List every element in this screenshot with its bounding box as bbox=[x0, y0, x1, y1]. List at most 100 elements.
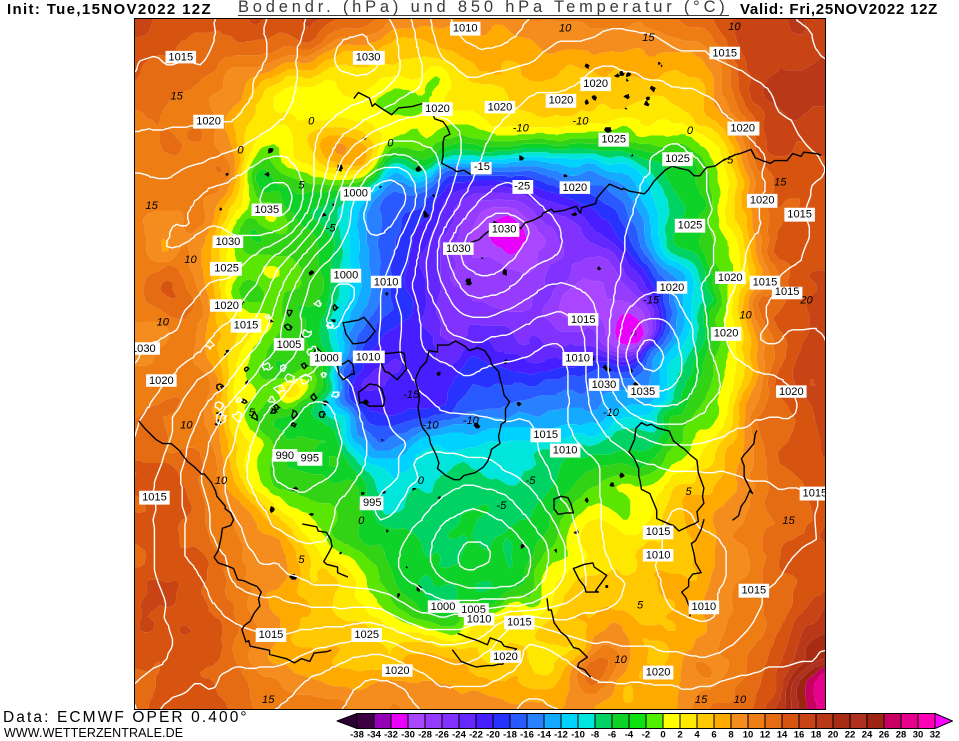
svg-text:5: 5 bbox=[248, 407, 255, 419]
svg-text:1020: 1020 bbox=[488, 102, 513, 114]
svg-text:6: 6 bbox=[711, 730, 716, 741]
svg-text:1000: 1000 bbox=[314, 353, 339, 365]
svg-text:1025: 1025 bbox=[354, 629, 379, 641]
svg-text:18: 18 bbox=[811, 730, 822, 741]
svg-text:1010: 1010 bbox=[453, 22, 478, 34]
svg-text:24: 24 bbox=[862, 730, 873, 741]
svg-text:1005: 1005 bbox=[277, 339, 302, 351]
svg-text:-14: -14 bbox=[537, 730, 551, 741]
svg-text:32: 32 bbox=[930, 730, 941, 741]
svg-text:0: 0 bbox=[308, 115, 315, 127]
svg-text:1015: 1015 bbox=[259, 629, 284, 641]
svg-text:-12: -12 bbox=[554, 730, 568, 741]
svg-text:1030: 1030 bbox=[592, 379, 617, 391]
svg-text:-10: -10 bbox=[572, 115, 589, 127]
svg-text:5: 5 bbox=[298, 179, 305, 191]
svg-text:1015: 1015 bbox=[753, 276, 778, 288]
svg-text:5: 5 bbox=[298, 554, 305, 566]
svg-text:-15: -15 bbox=[403, 389, 420, 401]
svg-text:1000: 1000 bbox=[431, 601, 456, 613]
svg-text:1020: 1020 bbox=[493, 651, 518, 663]
svg-text:10: 10 bbox=[728, 21, 741, 33]
svg-text:1015: 1015 bbox=[533, 429, 558, 441]
svg-text:1020: 1020 bbox=[196, 115, 221, 127]
svg-text:1020: 1020 bbox=[646, 666, 671, 678]
svg-text:1015: 1015 bbox=[234, 319, 259, 331]
svg-text:0: 0 bbox=[387, 138, 394, 150]
svg-text:20: 20 bbox=[828, 730, 839, 741]
svg-text:-5: -5 bbox=[496, 500, 507, 512]
svg-text:1000: 1000 bbox=[343, 188, 368, 200]
svg-text:-30: -30 bbox=[401, 730, 415, 741]
svg-text:1025: 1025 bbox=[214, 263, 239, 275]
svg-text:5: 5 bbox=[686, 486, 693, 498]
svg-text:20: 20 bbox=[799, 294, 813, 306]
svg-text:1010: 1010 bbox=[467, 614, 492, 626]
svg-text:-10: -10 bbox=[463, 415, 480, 427]
svg-text:0: 0 bbox=[237, 145, 244, 157]
svg-text:1000: 1000 bbox=[334, 269, 359, 281]
svg-text:1015: 1015 bbox=[168, 52, 193, 64]
svg-text:1035: 1035 bbox=[630, 386, 655, 398]
svg-text:1030: 1030 bbox=[356, 52, 381, 64]
svg-text:1030: 1030 bbox=[216, 236, 241, 248]
svg-text:1015: 1015 bbox=[571, 314, 596, 326]
svg-text:-8: -8 bbox=[591, 730, 599, 741]
svg-text:15: 15 bbox=[782, 515, 795, 527]
svg-text:995: 995 bbox=[301, 453, 320, 465]
svg-text:-25: -25 bbox=[514, 181, 530, 193]
svg-text:-4: -4 bbox=[625, 730, 634, 741]
svg-text:15: 15 bbox=[145, 200, 158, 212]
svg-text:-26: -26 bbox=[435, 730, 449, 741]
svg-text:990: 990 bbox=[276, 450, 295, 462]
svg-text:1010: 1010 bbox=[356, 351, 381, 363]
svg-text:1020: 1020 bbox=[149, 375, 174, 387]
svg-text:1020: 1020 bbox=[718, 272, 743, 284]
svg-text:1020: 1020 bbox=[730, 122, 755, 134]
svg-text:1020: 1020 bbox=[214, 300, 239, 312]
svg-text:1015: 1015 bbox=[803, 487, 826, 499]
svg-text:1035: 1035 bbox=[254, 204, 279, 216]
svg-text:1025: 1025 bbox=[678, 220, 703, 232]
svg-text:1020: 1020 bbox=[660, 282, 685, 294]
svg-text:-10: -10 bbox=[423, 419, 440, 431]
svg-text:1020: 1020 bbox=[425, 103, 450, 115]
svg-text:10: 10 bbox=[180, 419, 193, 431]
svg-text:-22: -22 bbox=[469, 730, 483, 741]
svg-text:-32: -32 bbox=[384, 730, 398, 741]
svg-text:1015: 1015 bbox=[507, 616, 532, 628]
svg-text:1010: 1010 bbox=[565, 353, 590, 365]
svg-text:1025: 1025 bbox=[601, 133, 626, 145]
svg-text:1030: 1030 bbox=[135, 343, 156, 355]
svg-text:-15: -15 bbox=[643, 294, 660, 306]
svg-text:1030: 1030 bbox=[492, 224, 517, 236]
svg-text:15: 15 bbox=[170, 90, 183, 102]
svg-text:15: 15 bbox=[262, 694, 275, 706]
svg-text:0: 0 bbox=[660, 730, 665, 741]
svg-text:8: 8 bbox=[728, 730, 733, 741]
svg-text:2: 2 bbox=[677, 730, 682, 741]
svg-text:-6: -6 bbox=[608, 730, 616, 741]
svg-text:0: 0 bbox=[418, 475, 425, 487]
svg-text:1020: 1020 bbox=[385, 665, 410, 677]
svg-text:30: 30 bbox=[913, 730, 924, 741]
svg-text:1015: 1015 bbox=[142, 491, 167, 503]
svg-text:10: 10 bbox=[559, 22, 572, 34]
svg-text:1020: 1020 bbox=[549, 95, 574, 107]
svg-text:-38: -38 bbox=[350, 730, 364, 741]
svg-text:0: 0 bbox=[358, 515, 365, 527]
svg-text:1010: 1010 bbox=[553, 444, 578, 456]
svg-text:-5: -5 bbox=[326, 222, 337, 234]
svg-text:15: 15 bbox=[774, 177, 787, 189]
svg-text:10: 10 bbox=[739, 310, 752, 322]
svg-text:-5: -5 bbox=[526, 475, 537, 487]
svg-text:-20: -20 bbox=[486, 730, 500, 741]
svg-text:1020: 1020 bbox=[563, 182, 588, 194]
svg-text:-28: -28 bbox=[418, 730, 432, 741]
svg-text:1020: 1020 bbox=[779, 386, 804, 398]
svg-text:22: 22 bbox=[845, 730, 856, 741]
svg-text:16: 16 bbox=[794, 730, 805, 741]
svg-text:1025: 1025 bbox=[665, 153, 690, 165]
svg-text:10: 10 bbox=[743, 730, 754, 741]
svg-text:10: 10 bbox=[614, 654, 627, 666]
